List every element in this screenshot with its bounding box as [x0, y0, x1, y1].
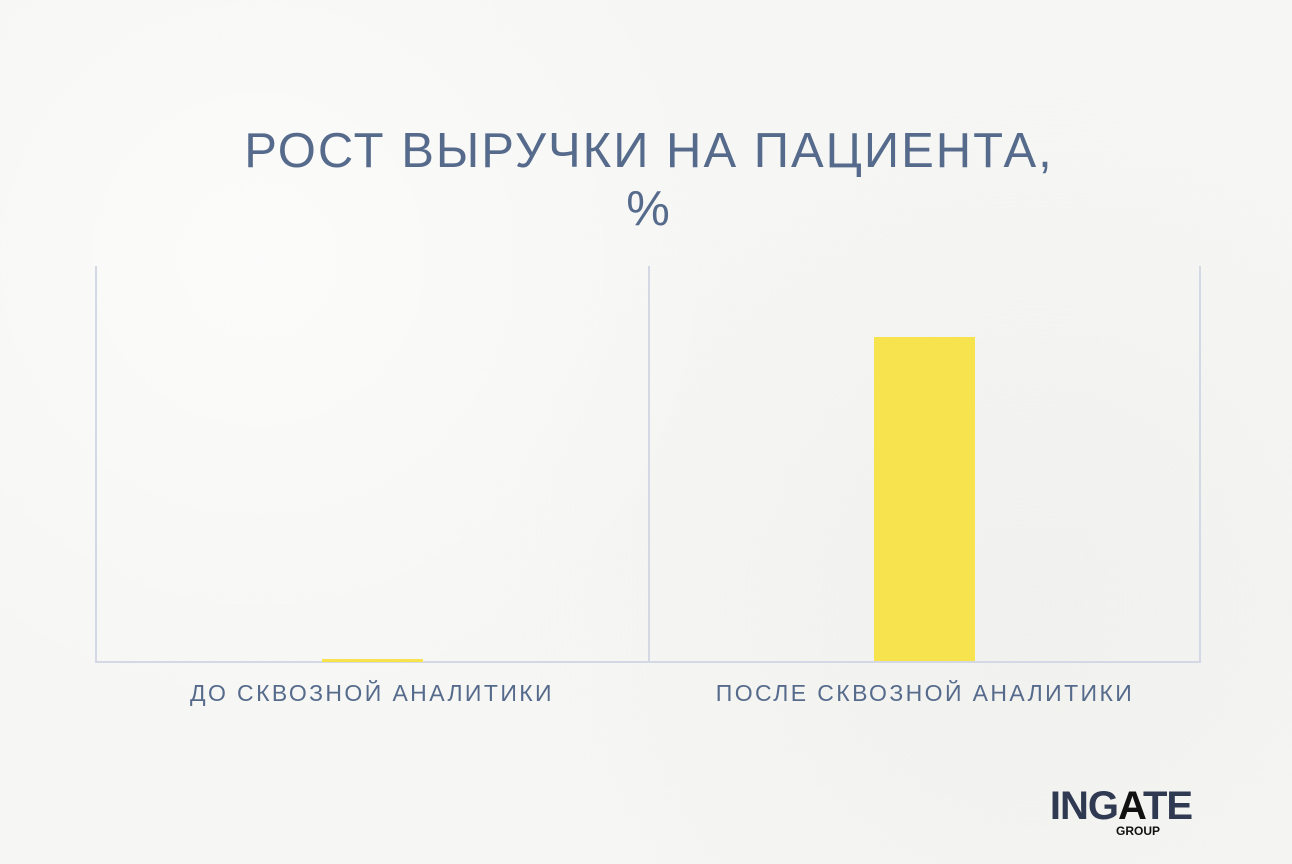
- category-label-after: ПОСЛЕ СКВОЗНОЙ АНАЛИТИКИ: [715, 680, 1135, 706]
- x-axis-baseline: [95, 661, 1201, 663]
- ingate-logo: INGATE GROUP: [1038, 784, 1204, 838]
- right-divider: [1199, 266, 1201, 663]
- logo-subtitle: GROUP: [1115, 824, 1160, 838]
- category-label-before: ДО СКВОЗНОЙ АНАЛИТИКИ: [190, 680, 554, 706]
- left-divider: [95, 266, 97, 663]
- bar-after: [874, 337, 975, 661]
- bar-before: [322, 659, 423, 662]
- chart-title: РОСТ ВЫРУЧКИ НА ПАЦИЕНТА, %: [0, 122, 1292, 238]
- chart-title-line1: РОСТ ВЫРУЧКИ НА ПАЦИЕНТА,: [244, 124, 1054, 178]
- middle-divider: [648, 266, 650, 663]
- chart-title-line2: %: [626, 182, 672, 236]
- logo-wordmark: INGATE: [1049, 784, 1193, 828]
